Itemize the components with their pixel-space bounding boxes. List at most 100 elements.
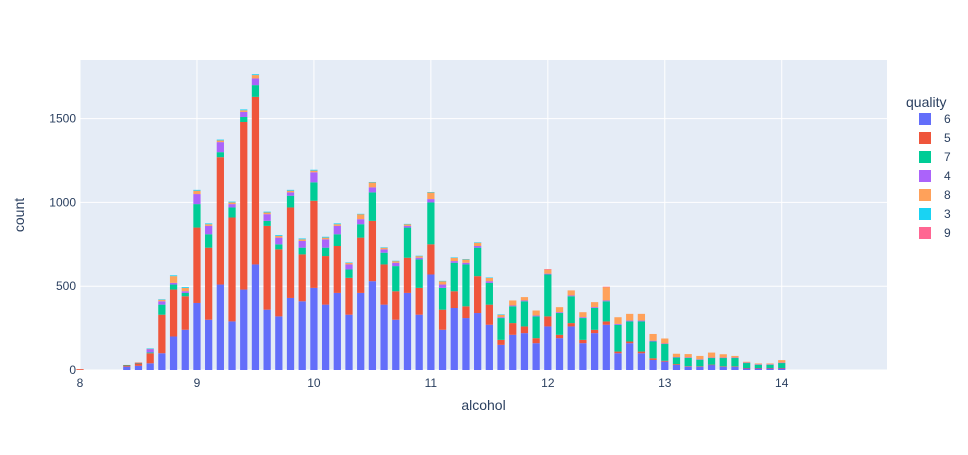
bar-segment[interactable]: [602, 286, 610, 288]
bar-segment[interactable]: [240, 111, 248, 117]
bar-segment[interactable]: [555, 307, 564, 313]
bar-segment[interactable]: [169, 289, 178, 337]
bar-segment[interactable]: [158, 299, 166, 302]
bar-segment[interactable]: [427, 192, 435, 200]
bar-segment[interactable]: [205, 224, 213, 226]
bar-segment[interactable]: [193, 204, 201, 228]
bar-segment[interactable]: [544, 274, 552, 317]
bar-segment[interactable]: [696, 366, 704, 370]
bar-segment[interactable]: [286, 190, 295, 193]
bar-segment[interactable]: [462, 259, 470, 263]
bar-segment[interactable]: [649, 359, 657, 370]
bar-segment[interactable]: [251, 74, 260, 76]
bar-segment[interactable]: [497, 344, 505, 370]
bar-segment[interactable]: [158, 353, 166, 370]
bar-segment[interactable]: [310, 169, 318, 171]
bar-segment[interactable]: [684, 366, 692, 367]
bar-segment[interactable]: [684, 366, 692, 370]
bar-segment[interactable]: [778, 367, 786, 369]
bar-segment[interactable]: [263, 220, 271, 226]
bar-segment[interactable]: [497, 318, 505, 340]
bar-segment[interactable]: [251, 96, 260, 265]
bar-segment[interactable]: [626, 320, 634, 322]
bar-segment[interactable]: [509, 306, 517, 324]
bar-segment[interactable]: [216, 284, 224, 370]
legend-swatch[interactable]: [919, 151, 931, 163]
bar-segment[interactable]: [567, 290, 575, 296]
bar-segment[interactable]: [590, 308, 599, 330]
bar-segment[interactable]: [321, 247, 330, 257]
bar-segment[interactable]: [123, 365, 131, 367]
bar-segment[interactable]: [579, 343, 587, 370]
bar-segment[interactable]: [555, 338, 564, 370]
bar-segment[interactable]: [707, 352, 716, 358]
bar-segment[interactable]: [357, 213, 365, 215]
bar-segment[interactable]: [403, 225, 412, 228]
bar-segment[interactable]: [766, 368, 774, 370]
bar-segment[interactable]: [263, 211, 271, 213]
bar-segment[interactable]: [672, 364, 681, 365]
bar-segment[interactable]: [251, 264, 260, 370]
bar-segment[interactable]: [310, 200, 318, 288]
bar-segment[interactable]: [368, 181, 377, 183]
bar-segment[interactable]: [754, 367, 762, 369]
bar-segment[interactable]: [158, 304, 166, 315]
bar-segment[interactable]: [181, 296, 189, 330]
bar-segment[interactable]: [205, 225, 213, 235]
bar-segment[interactable]: [637, 321, 646, 352]
bar-segment[interactable]: [754, 368, 762, 370]
bar-segment[interactable]: [485, 282, 493, 305]
bar-segment[interactable]: [403, 224, 412, 226]
bar-segment[interactable]: [649, 333, 657, 341]
bar-segment[interactable]: [146, 352, 154, 354]
bar-segment[interactable]: [626, 343, 634, 370]
bar-segment[interactable]: [438, 329, 447, 370]
bar-segment[interactable]: [579, 312, 587, 318]
bar-segment[interactable]: [602, 301, 610, 322]
bar-segment[interactable]: [474, 242, 482, 243]
bar-segment[interactable]: [368, 192, 377, 221]
bar-segment[interactable]: [509, 323, 517, 335]
bar-segment[interactable]: [696, 359, 704, 360]
bar-segment[interactable]: [333, 292, 341, 370]
bar-segment[interactable]: [661, 360, 669, 362]
bar-segment[interactable]: [321, 237, 330, 240]
bar-segment[interactable]: [778, 362, 786, 368]
legend-swatch[interactable]: [919, 170, 931, 182]
bar-segment[interactable]: [555, 334, 564, 339]
bar-segment[interactable]: [485, 304, 493, 325]
bar-segment[interactable]: [532, 315, 540, 317]
bar-segment[interactable]: [357, 214, 365, 220]
bar-segment[interactable]: [357, 224, 365, 238]
bar-segment[interactable]: [169, 276, 178, 283]
bar-segment[interactable]: [544, 273, 552, 275]
bar-segment[interactable]: [614, 353, 622, 370]
bar-segment[interactable]: [766, 364, 774, 365]
bar-segment[interactable]: [567, 295, 575, 297]
bar-segment[interactable]: [205, 234, 213, 248]
bar-segment[interactable]: [158, 299, 166, 300]
bar-segment[interactable]: [626, 313, 634, 321]
bar-segment[interactable]: [766, 364, 774, 368]
bar-segment[interactable]: [181, 287, 189, 292]
bar-segment[interactable]: [193, 302, 201, 370]
bar-segment[interactable]: [298, 240, 306, 248]
bar-segment[interactable]: [275, 235, 283, 238]
bar-segment[interactable]: [462, 318, 470, 370]
bar-segment[interactable]: [707, 364, 716, 370]
bar-segment[interactable]: [567, 296, 575, 324]
bar-segment[interactable]: [485, 324, 493, 370]
bar-segment[interactable]: [205, 247, 213, 320]
bar-segment[interactable]: [614, 317, 622, 324]
bar-segment[interactable]: [438, 287, 447, 310]
bar-segment[interactable]: [778, 360, 786, 363]
bar-segment[interactable]: [193, 227, 201, 303]
bar-segment[interactable]: [544, 316, 552, 327]
bar-segment[interactable]: [263, 212, 271, 215]
bar-segment[interactable]: [298, 301, 306, 370]
bar-segment[interactable]: [345, 264, 353, 270]
bar-segment[interactable]: [345, 262, 353, 265]
bar-segment[interactable]: [672, 364, 681, 370]
bar-segment[interactable]: [380, 247, 388, 250]
bar-segment[interactable]: [415, 256, 423, 258]
